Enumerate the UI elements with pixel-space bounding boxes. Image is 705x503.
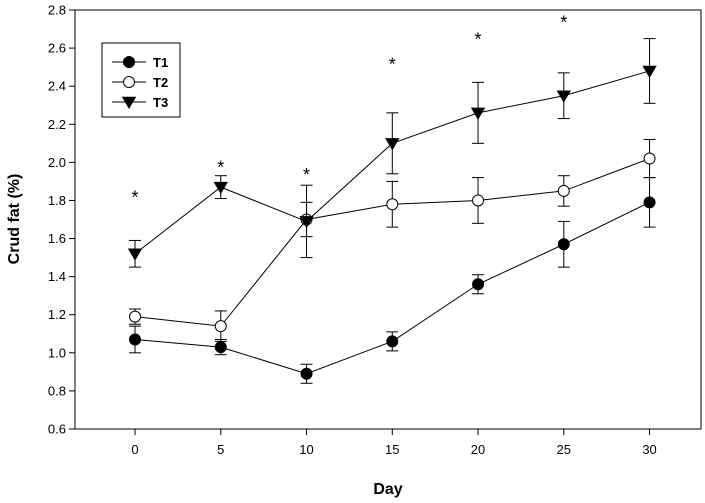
y-tick-label-11: 2.8: [48, 3, 66, 18]
significance-star-1: *: [217, 157, 224, 177]
data-point-t3-2: [299, 216, 314, 229]
y-tick-label-8: 2.2: [48, 117, 66, 132]
y-tick-label-1: 0.8: [48, 383, 66, 398]
data-point-t3-3: [385, 138, 400, 151]
data-point-t1-3: [386, 335, 399, 348]
y-tick-label-7: 2.0: [48, 155, 66, 170]
y-tick-label-0: 0.6: [48, 422, 66, 437]
plot-layer: 0.6 0.8 1.0 1.2 1.4 1.6 1.8 2.0 2.2 2.4 2.6 2.8 0 5 10…: [48, 3, 657, 458]
y-axis-title: Crud fat (%): [6, 174, 23, 265]
legend-label-t2: T2: [153, 75, 168, 90]
significance-star-3: *: [389, 54, 396, 74]
data-point-t2-3: [386, 198, 399, 211]
significance-star-4: *: [475, 30, 482, 50]
x-tick-label-1: 5: [217, 442, 224, 457]
data-point-t2-6: [643, 152, 656, 165]
y-tick-label-2: 1.0: [48, 345, 66, 360]
y-tick-label-9: 2.4: [48, 79, 66, 94]
data-point-t3-6: [642, 65, 657, 78]
significance-star-5: *: [560, 13, 567, 33]
legend: T1 T2 T3: [101, 42, 181, 118]
data-point-t1-5: [557, 238, 570, 251]
plot-frame: [74, 9, 702, 430]
y-tick-label-3: 1.2: [48, 307, 66, 322]
data-point-t1-0: [129, 333, 142, 346]
x-tick-label-3: 15: [385, 442, 399, 457]
x-tick-label-0: 0: [131, 442, 138, 457]
legend-marker-t1: [123, 56, 135, 68]
legend-label-t3: T3: [153, 95, 168, 110]
data-point-t3-4: [470, 107, 486, 120]
legend-label-t1: T1: [153, 55, 168, 70]
x-tick-label-4: 20: [471, 442, 485, 457]
data-point-t1-1: [214, 341, 227, 354]
y-tick-label-6: 1.8: [48, 193, 66, 208]
legend-marker-t3: [121, 96, 137, 109]
data-point-t1-6: [643, 196, 656, 209]
x-tick-label-5: 25: [557, 442, 571, 457]
x-axis-title: Day: [373, 481, 402, 498]
data-point-t2-4: [472, 194, 485, 207]
data-point-t2-0: [129, 310, 142, 323]
x-tick-label-2: 10: [299, 442, 313, 457]
data-point-t2-1: [214, 320, 227, 333]
x-tick-label-6: 30: [642, 442, 656, 457]
data-point-t2-5: [557, 184, 570, 197]
y-tick-label-10: 2.6: [48, 41, 66, 56]
significance-star-0: *: [132, 188, 139, 208]
y-tick-label-4: 1.4: [48, 269, 66, 284]
legend-box: [101, 42, 181, 118]
data-point-t1-2: [300, 367, 313, 380]
y-tick-label-5: 1.6: [48, 231, 66, 246]
legend-marker-t2: [123, 76, 135, 88]
data-point-t1-4: [472, 278, 485, 291]
significance-star-2: *: [303, 165, 310, 185]
data-point-t3-1: [213, 181, 228, 195]
data-point-t3-0: [127, 248, 143, 261]
data-point-t3-5: [556, 90, 571, 103]
